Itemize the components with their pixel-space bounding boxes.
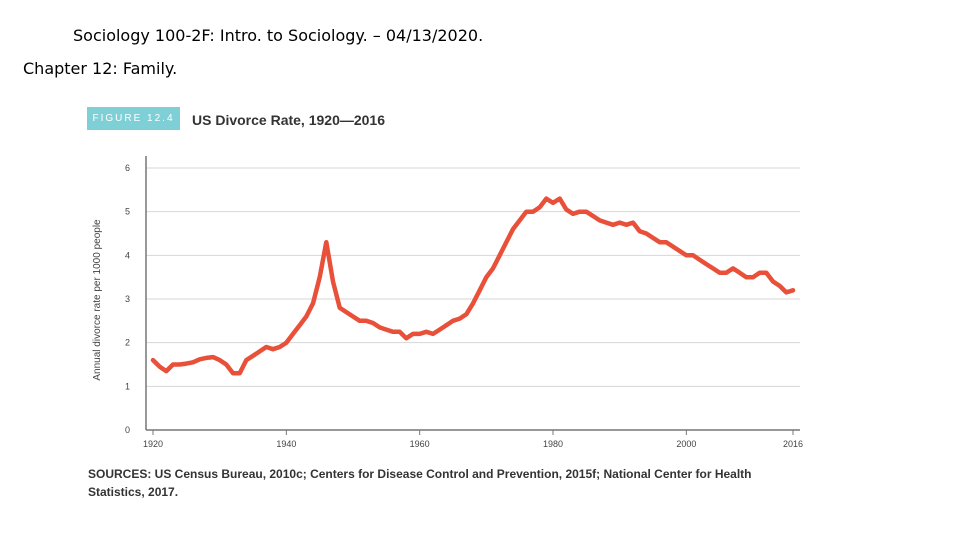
x-tick-label: 1960 bbox=[410, 439, 430, 449]
y-tick-label: 6 bbox=[125, 163, 130, 173]
y-tick-label: 0 bbox=[125, 425, 130, 435]
x-tick-label: 2000 bbox=[676, 439, 696, 449]
y-tick-label: 1 bbox=[125, 381, 130, 391]
figure-badge: FIGURE 12.4 bbox=[87, 107, 180, 130]
y-axis-label: Annual divorce rate per 1000 people bbox=[92, 219, 103, 381]
slide-subtitle: Chapter 12: Family. bbox=[23, 59, 178, 78]
slide-title: Sociology 100-2F: Intro. to Sociology. –… bbox=[73, 26, 484, 45]
x-tick-label: 1980 bbox=[543, 439, 563, 449]
y-tick-label: 5 bbox=[125, 207, 130, 217]
y-tick-label: 3 bbox=[125, 294, 130, 304]
y-tick-label: 4 bbox=[125, 250, 130, 260]
x-tick-label: 1940 bbox=[276, 439, 296, 449]
x-tick-label: 1920 bbox=[143, 439, 163, 449]
series-layer bbox=[150, 196, 796, 376]
series-line bbox=[150, 196, 796, 376]
figure-sources: SOURCES: US Census Bureau, 2010c; Center… bbox=[88, 467, 752, 499]
grid-layer bbox=[146, 167, 800, 431]
figure-title: US Divorce Rate, 1920—2016 bbox=[192, 112, 385, 128]
axis-layer: 0 1 2 3 4 5 6 1920 1940 1960 1980 2000 2016 bbox=[125, 156, 803, 449]
x-tick-label: 2016 bbox=[783, 439, 803, 449]
y-tick-label: 2 bbox=[125, 338, 130, 348]
